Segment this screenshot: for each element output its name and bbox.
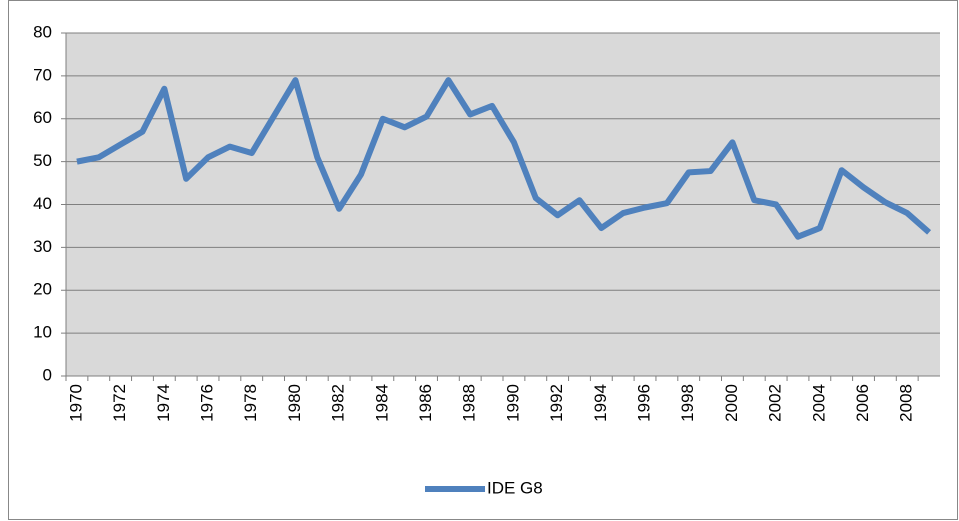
x-tick-label: 1970 — [66, 384, 85, 422]
x-tick-label: 1980 — [285, 384, 304, 422]
x-tick-label: 1992 — [547, 384, 566, 422]
x-tick-label: 2008 — [897, 384, 916, 422]
x-tick-label: 1986 — [416, 384, 435, 422]
x-tick-label: 1998 — [678, 384, 697, 422]
y-tick-label: 10 — [33, 323, 52, 342]
x-tick-label: 1988 — [460, 384, 479, 422]
y-tick-label: 0 — [43, 365, 52, 384]
y-tick-label: 80 — [33, 22, 52, 41]
legend-label: IDE G8 — [487, 478, 543, 497]
y-tick-label: 20 — [33, 280, 52, 299]
y-tick-label: 40 — [33, 194, 52, 213]
x-tick-label: 1972 — [110, 384, 129, 422]
y-tick-label: 30 — [33, 237, 52, 256]
x-tick-label: 2000 — [722, 384, 741, 422]
x-tick-label: 2004 — [809, 384, 828, 422]
x-tick-label: 1974 — [154, 384, 173, 422]
y-tick-label: 50 — [33, 151, 52, 170]
x-tick-label: 1984 — [372, 384, 391, 422]
x-tick-label: 1994 — [591, 384, 610, 422]
x-tick-label: 1978 — [241, 384, 260, 422]
series-line — [76, 77, 932, 240]
x-tick-label: 1990 — [503, 384, 522, 422]
x-tick-label: 2002 — [766, 384, 785, 422]
x-tick-label: 1982 — [329, 384, 348, 422]
x-tick-label: 1996 — [635, 384, 654, 422]
y-tick-label: 70 — [33, 65, 52, 84]
x-tick-label: 2006 — [853, 384, 872, 422]
x-tick-label: 1976 — [198, 384, 217, 422]
y-tick-label: 60 — [33, 108, 52, 127]
